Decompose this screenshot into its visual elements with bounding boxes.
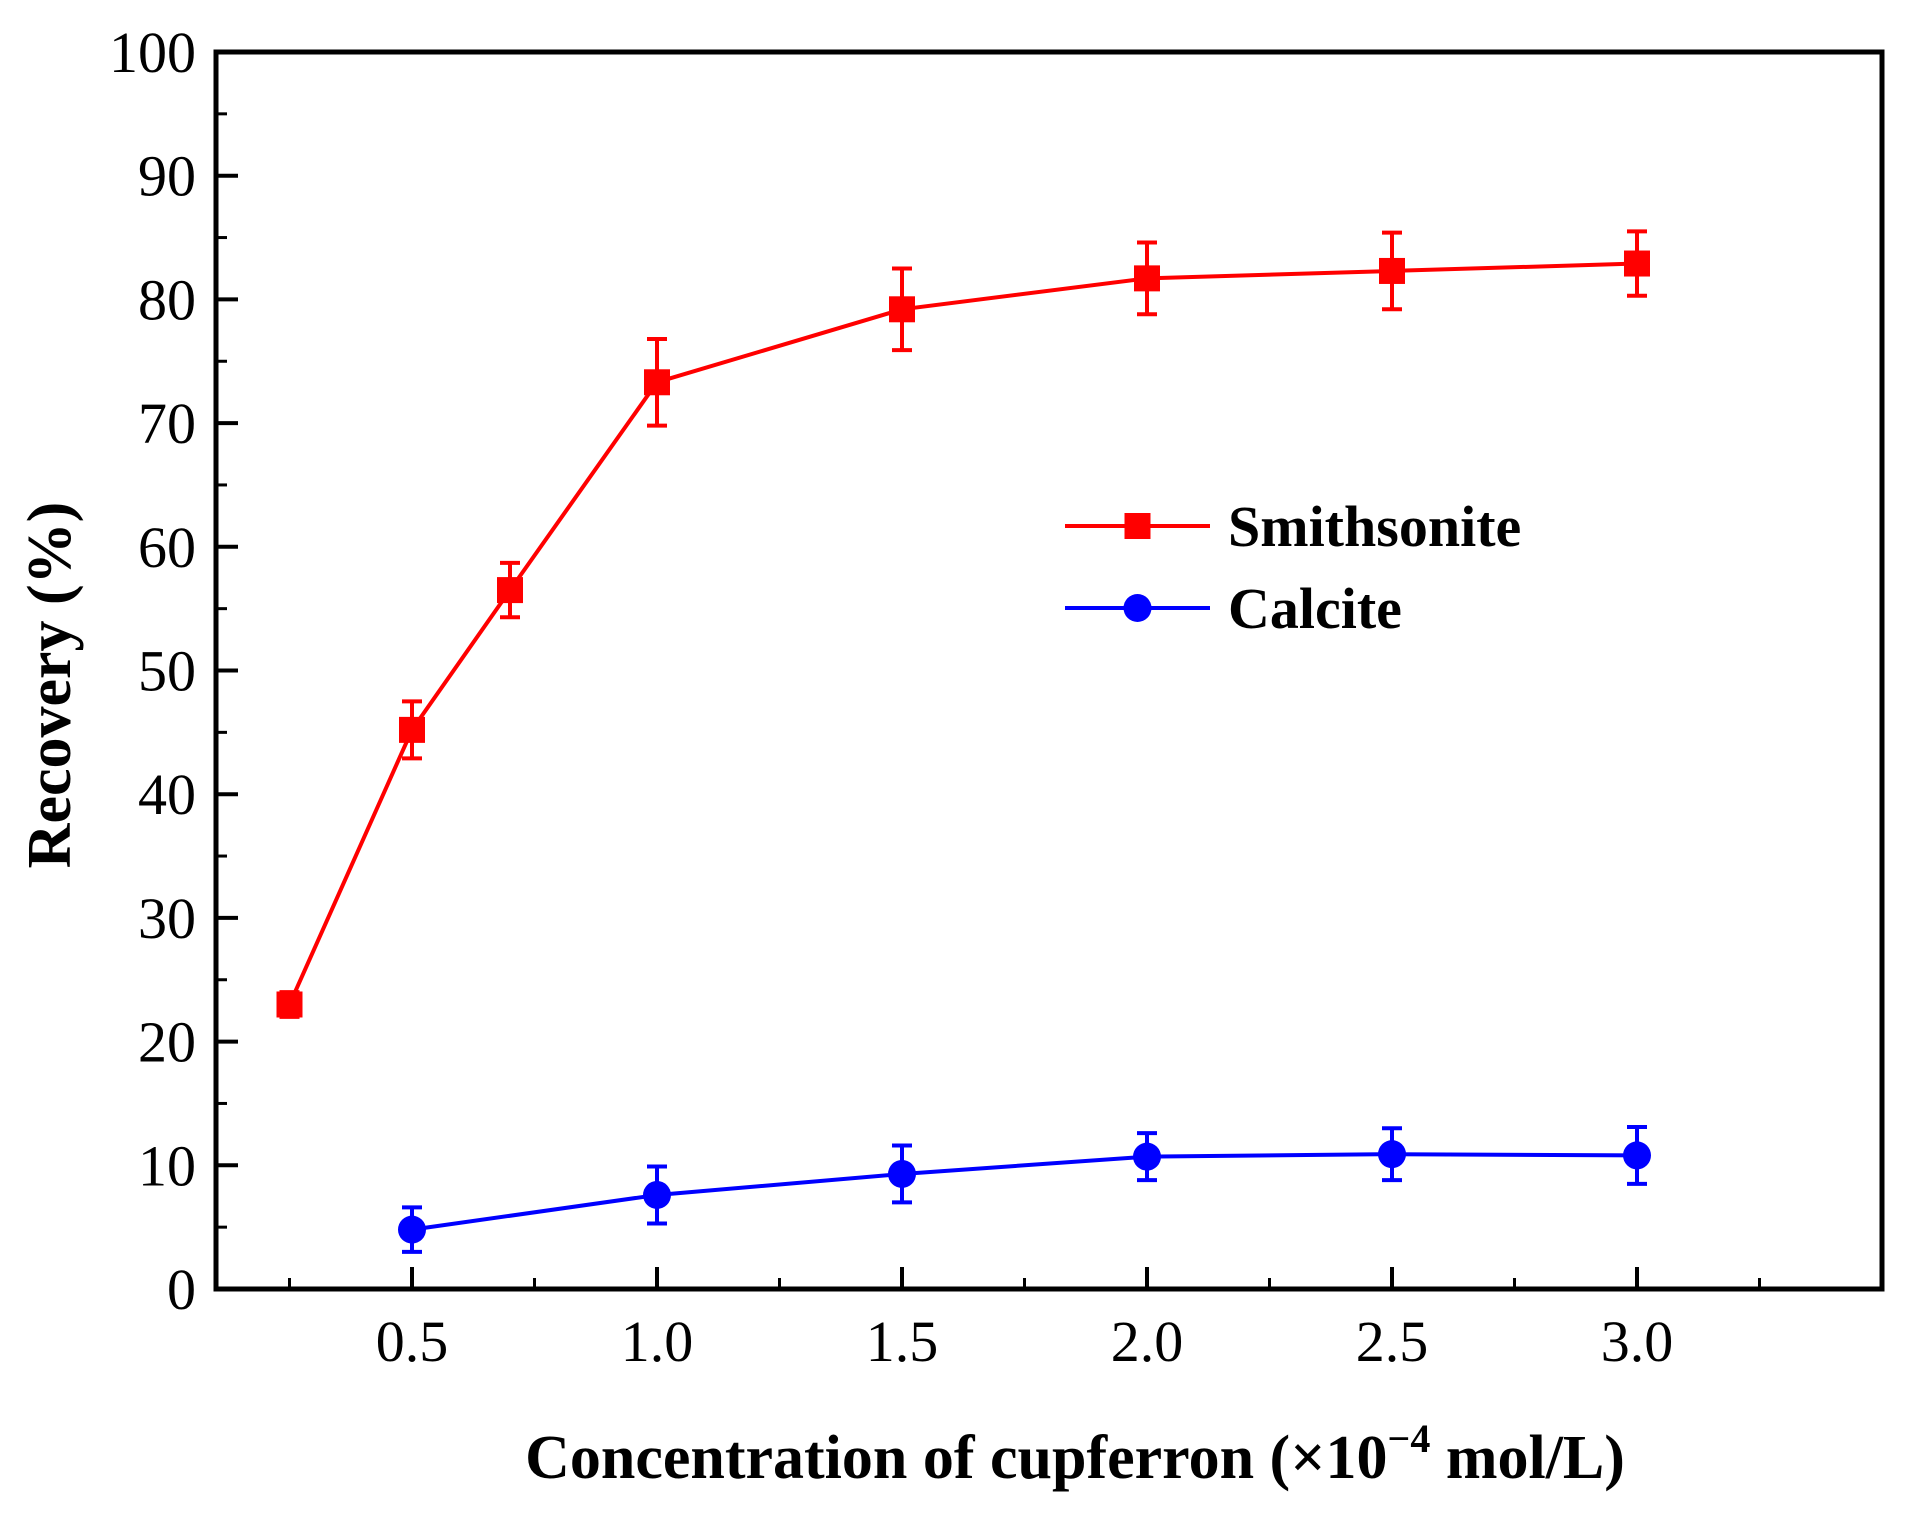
calcite-point — [1623, 1141, 1651, 1170]
y-tick-label: 100 — [109, 20, 196, 85]
legend: Smithsonite Calcite — [1065, 494, 1521, 641]
x-axis-title-main: Concentration of cupferron (×10 — [525, 1424, 1387, 1492]
y-tick-label: 60 — [138, 515, 196, 580]
plot-area — [276, 229, 1651, 1254]
smithsonite-point — [889, 296, 915, 323]
x-tick-label: 1.0 — [621, 1309, 694, 1374]
x-tick-label: 2.0 — [1111, 1309, 1184, 1374]
calcite-point — [398, 1215, 426, 1244]
y-axis: 0 10 20 30 40 50 60 70 80 90 100 — [109, 20, 238, 1322]
x-tick-label: 3.0 — [1601, 1309, 1674, 1374]
y-tick-label: 30 — [138, 886, 196, 951]
y-tick-label: 0 — [167, 1257, 196, 1322]
series-calcite — [398, 1124, 1651, 1254]
series-smithsonite — [276, 229, 1650, 1019]
y-tick-label: 70 — [138, 391, 196, 456]
legend-calcite-label: Calcite — [1228, 576, 1402, 641]
legend-calcite-marker — [1123, 594, 1152, 622]
x-tick-label: 1.5 — [866, 1309, 939, 1374]
calcite-point — [888, 1159, 916, 1188]
x-axis-title-unit: mol/L) — [1430, 1424, 1625, 1492]
legend-smithsonite-label: Smithsonite — [1228, 494, 1521, 559]
y-tick-label: 40 — [138, 762, 196, 827]
smithsonite-line — [287, 261, 1638, 1006]
legend-smithsonite-marker — [1124, 513, 1151, 539]
y-tick-label: 90 — [138, 144, 196, 209]
smithsonite-point — [1379, 257, 1405, 284]
y-tick-label: 50 — [138, 639, 196, 704]
smithsonite-point — [1134, 265, 1160, 292]
x-axis-title-exponent: −4 — [1388, 1416, 1431, 1461]
smithsonite-point — [497, 577, 523, 604]
x-tick-label: 0.5 — [376, 1309, 449, 1374]
calcite-point — [643, 1180, 671, 1209]
calcite-point — [1378, 1140, 1406, 1169]
y-axis-title: Recovery (%) — [16, 502, 84, 869]
smithsonite-point — [399, 716, 425, 743]
x-tick-label: 2.5 — [1356, 1309, 1429, 1374]
smithsonite-point — [1624, 250, 1650, 277]
smithsonite-point — [276, 991, 303, 1018]
calcite-line — [411, 1152, 1638, 1232]
calcite-point — [1133, 1142, 1161, 1171]
y-tick-label: 80 — [138, 267, 196, 332]
x-axis-title: Concentration of cupferron (×10−4 mol/L) — [525, 1416, 1625, 1492]
x-axis: 0.5 1.0 1.5 2.0 2.5 3.0 — [288, 1267, 1761, 1374]
y-tick-label: 10 — [138, 1133, 196, 1198]
plot-frame — [213, 49, 1885, 1292]
smithsonite-point — [644, 369, 670, 396]
y-tick-label: 20 — [138, 1010, 196, 1075]
